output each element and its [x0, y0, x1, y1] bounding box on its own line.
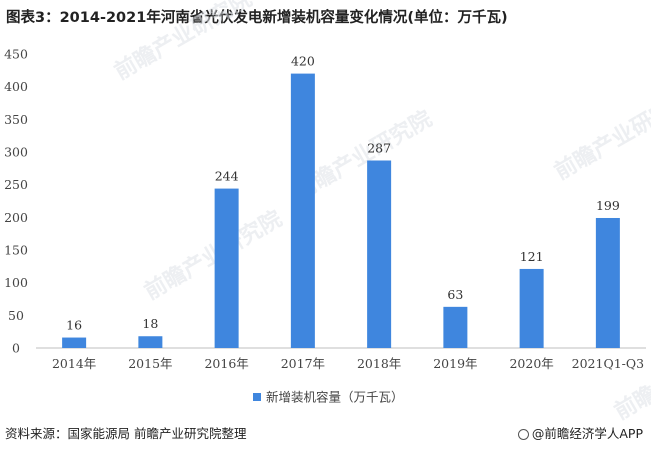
legend-swatch: [253, 393, 261, 401]
bar-value-label: 63: [447, 287, 463, 302]
bar: [443, 306, 468, 348]
y-tick-label: 250: [4, 177, 28, 192]
legend-label: 新增装机容量（万千瓦）: [266, 390, 404, 405]
y-tick-label: 0: [12, 341, 20, 356]
x-tick-label: 2018年: [357, 356, 401, 371]
bars: [62, 73, 620, 348]
y-tick-label: 150: [4, 243, 28, 258]
source-note: 资料来源：国家能源局 前瞻产业研究院整理: [5, 426, 247, 441]
bar: [367, 160, 392, 348]
x-axis: 2014年 2015年 2016年 2017年 2018年 2019年 2020年 2021Q…: [36, 347, 646, 371]
y-axis: 0 50 100 150 200 250 300 350 400 450: [4, 47, 28, 356]
bar-value-label: 121: [520, 249, 544, 264]
bar-value-label: 420: [291, 54, 315, 69]
y-tick-label: 200: [4, 210, 28, 225]
watermark-text: 前瞻产业研究院: [140, 206, 286, 306]
brand-logo-icon: [517, 429, 529, 440]
bar: [595, 217, 620, 348]
y-tick-label: 400: [4, 79, 28, 94]
x-tick-label: 2019年: [433, 356, 477, 371]
bar: [138, 336, 163, 348]
chart-title: 图表3：2014-2021年河南省光伏发电新增装机容量变化情况(单位：万千瓦): [6, 10, 508, 26]
bar-value-label: 287: [367, 140, 391, 155]
watermark-text: 前瞻产业研究院: [110, 0, 256, 85]
bar: [519, 268, 544, 348]
y-tick-label: 450: [4, 47, 28, 62]
bar: [214, 188, 239, 348]
x-tick-label: 2017年: [281, 356, 325, 371]
legend: 新增装机容量（万千瓦）: [253, 390, 404, 405]
data-labels: 16 18 244 420 287 63 121 199: [66, 54, 620, 333]
brand-text: @前瞻经济学人APP: [531, 426, 643, 441]
bar-value-label: 18: [142, 316, 158, 331]
x-tick-label: 2014年: [52, 356, 96, 371]
y-tick-label: 50: [8, 308, 24, 323]
bar: [62, 337, 87, 348]
bar-value-label: 199: [596, 198, 620, 213]
bar: [290, 73, 315, 348]
y-tick-label: 300: [4, 145, 28, 160]
bar-value-label: 244: [215, 169, 239, 184]
bar-value-label: 16: [66, 318, 82, 333]
x-tick-label: 2020年: [509, 356, 553, 371]
y-tick-label: 100: [4, 275, 28, 290]
brand-credit: @前瞻经济学人APP: [517, 423, 643, 442]
x-tick-label: 2016年: [204, 356, 248, 371]
watermark-text: 前瞻产业研究院: [550, 86, 651, 186]
x-tick-label: 2021Q1-Q3: [572, 356, 644, 371]
y-tick-label: 350: [4, 112, 28, 127]
x-tick-label: 2015年: [128, 356, 172, 371]
